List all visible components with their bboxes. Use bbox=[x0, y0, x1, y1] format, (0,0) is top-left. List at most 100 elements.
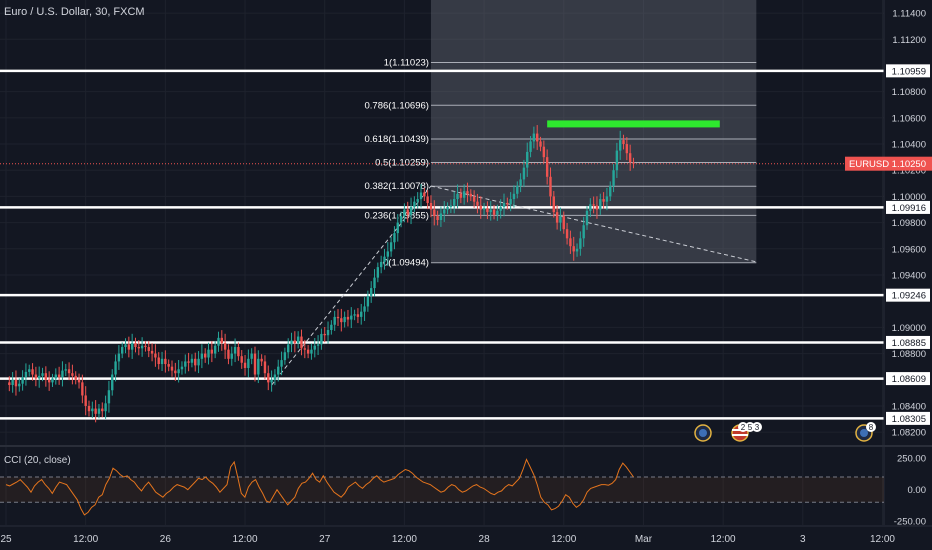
candle bbox=[595, 205, 599, 210]
fib-level-label: 0.5(1.10259) bbox=[375, 158, 429, 169]
time-tick-label: 28 bbox=[479, 534, 491, 545]
candle bbox=[559, 216, 562, 223]
us-flag-stripe bbox=[732, 434, 748, 436]
candle bbox=[363, 306, 366, 312]
price-tick-label: 1.09000 bbox=[892, 323, 926, 334]
candle bbox=[134, 343, 137, 348]
fib-level-label: 0.236(1.09855) bbox=[365, 210, 429, 221]
candle bbox=[419, 192, 423, 200]
candle bbox=[253, 353, 257, 375]
candle bbox=[562, 216, 565, 230]
candle bbox=[190, 358, 194, 363]
level-price-tag bbox=[886, 411, 930, 425]
candle bbox=[479, 205, 482, 210]
price-tick-label: 1.10400 bbox=[892, 140, 926, 151]
candle bbox=[71, 373, 74, 376]
current-price-symbol: EURUSD bbox=[849, 159, 889, 170]
price-tick-label: 1.08400 bbox=[892, 401, 926, 412]
candle bbox=[28, 369, 31, 372]
price-axis[interactable]: 1.11400 1.11200 1.10800 1.10600 1.10400 1.102… bbox=[883, 0, 932, 550]
candle bbox=[137, 347, 140, 349]
candle bbox=[34, 374, 38, 379]
candle bbox=[399, 216, 403, 223]
candle bbox=[111, 374, 114, 391]
level-price-label: 1.08885 bbox=[892, 338, 926, 349]
candle bbox=[47, 379, 51, 383]
candle bbox=[14, 379, 18, 387]
candle bbox=[130, 343, 134, 350]
level-price-tag bbox=[886, 288, 930, 302]
candle bbox=[409, 206, 413, 215]
candle bbox=[61, 370, 64, 378]
candle bbox=[121, 347, 124, 354]
candle bbox=[41, 373, 44, 376]
price-tick-label: 1.09800 bbox=[892, 218, 926, 229]
candle bbox=[433, 209, 436, 217]
event-badge bbox=[866, 422, 876, 432]
candle bbox=[496, 210, 499, 215]
candle bbox=[184, 361, 187, 367]
time-axis[interactable]: 25 12:00 26 12:00 27 12:00 28 12:00 Mar 12:00 3 12:… bbox=[0, 525, 932, 550]
candle bbox=[104, 403, 107, 412]
level-price-tag bbox=[886, 64, 930, 78]
candle bbox=[565, 229, 569, 239]
fib-level-label: 0.786(1.10696) bbox=[365, 100, 429, 111]
candle bbox=[313, 345, 316, 350]
event-badge bbox=[745, 422, 755, 432]
time-axis-bg bbox=[0, 525, 932, 550]
candle bbox=[81, 382, 84, 396]
candle bbox=[406, 209, 409, 215]
fibonacci-zone bbox=[430, 0, 757, 263]
candle bbox=[632, 162, 635, 164]
candle bbox=[386, 251, 389, 257]
candle bbox=[509, 199, 512, 205]
candle bbox=[336, 316, 340, 319]
candle bbox=[403, 209, 406, 217]
candle bbox=[426, 196, 429, 203]
candle bbox=[439, 213, 443, 220]
fib-level-label: 0(1.09494) bbox=[383, 258, 429, 269]
candle bbox=[260, 358, 263, 362]
candle bbox=[519, 179, 522, 186]
candle bbox=[84, 395, 87, 406]
candle bbox=[127, 344, 131, 350]
price-tick-label: 1.10200 bbox=[892, 166, 926, 177]
candle bbox=[502, 202, 506, 207]
candle bbox=[529, 141, 532, 152]
cci-indicator: 250.00 0.00 -250.00 bbox=[0, 454, 926, 528]
candle bbox=[287, 344, 290, 353]
candle bbox=[57, 374, 61, 378]
candle bbox=[91, 408, 94, 412]
cci-title: CCI (20, close) bbox=[4, 455, 71, 466]
candle bbox=[462, 191, 466, 198]
cci-tick-label: 250.00 bbox=[897, 454, 926, 465]
candle bbox=[257, 358, 260, 375]
fib-level-label: 0.618(1.10439) bbox=[365, 134, 429, 145]
time-tick-label: 27 bbox=[319, 534, 331, 545]
current-price-value: 1.10250 bbox=[892, 159, 926, 170]
candle bbox=[506, 202, 509, 205]
resistance-zone-marker bbox=[547, 120, 720, 128]
event-badge-count: 5 bbox=[748, 423, 753, 432]
candle bbox=[170, 366, 174, 371]
price-tick-label: 1.09600 bbox=[892, 244, 926, 255]
candle bbox=[592, 204, 595, 206]
candle bbox=[24, 371, 28, 378]
candle bbox=[164, 358, 167, 365]
candle bbox=[612, 170, 615, 186]
candle bbox=[197, 358, 200, 366]
candle bbox=[31, 369, 34, 375]
level-price-label: 1.10959 bbox=[892, 66, 926, 77]
candle bbox=[107, 390, 111, 404]
candle bbox=[94, 408, 97, 414]
candle bbox=[436, 216, 439, 220]
candle bbox=[516, 185, 519, 194]
candle bbox=[114, 361, 117, 375]
candle bbox=[609, 185, 612, 197]
event-badge bbox=[752, 422, 762, 432]
fibonacci-retracement: 1(1.11023) 0.786(1.10696) 0.618(1.10439) 0.… bbox=[365, 57, 757, 269]
candle bbox=[393, 233, 396, 243]
candle bbox=[310, 349, 313, 354]
